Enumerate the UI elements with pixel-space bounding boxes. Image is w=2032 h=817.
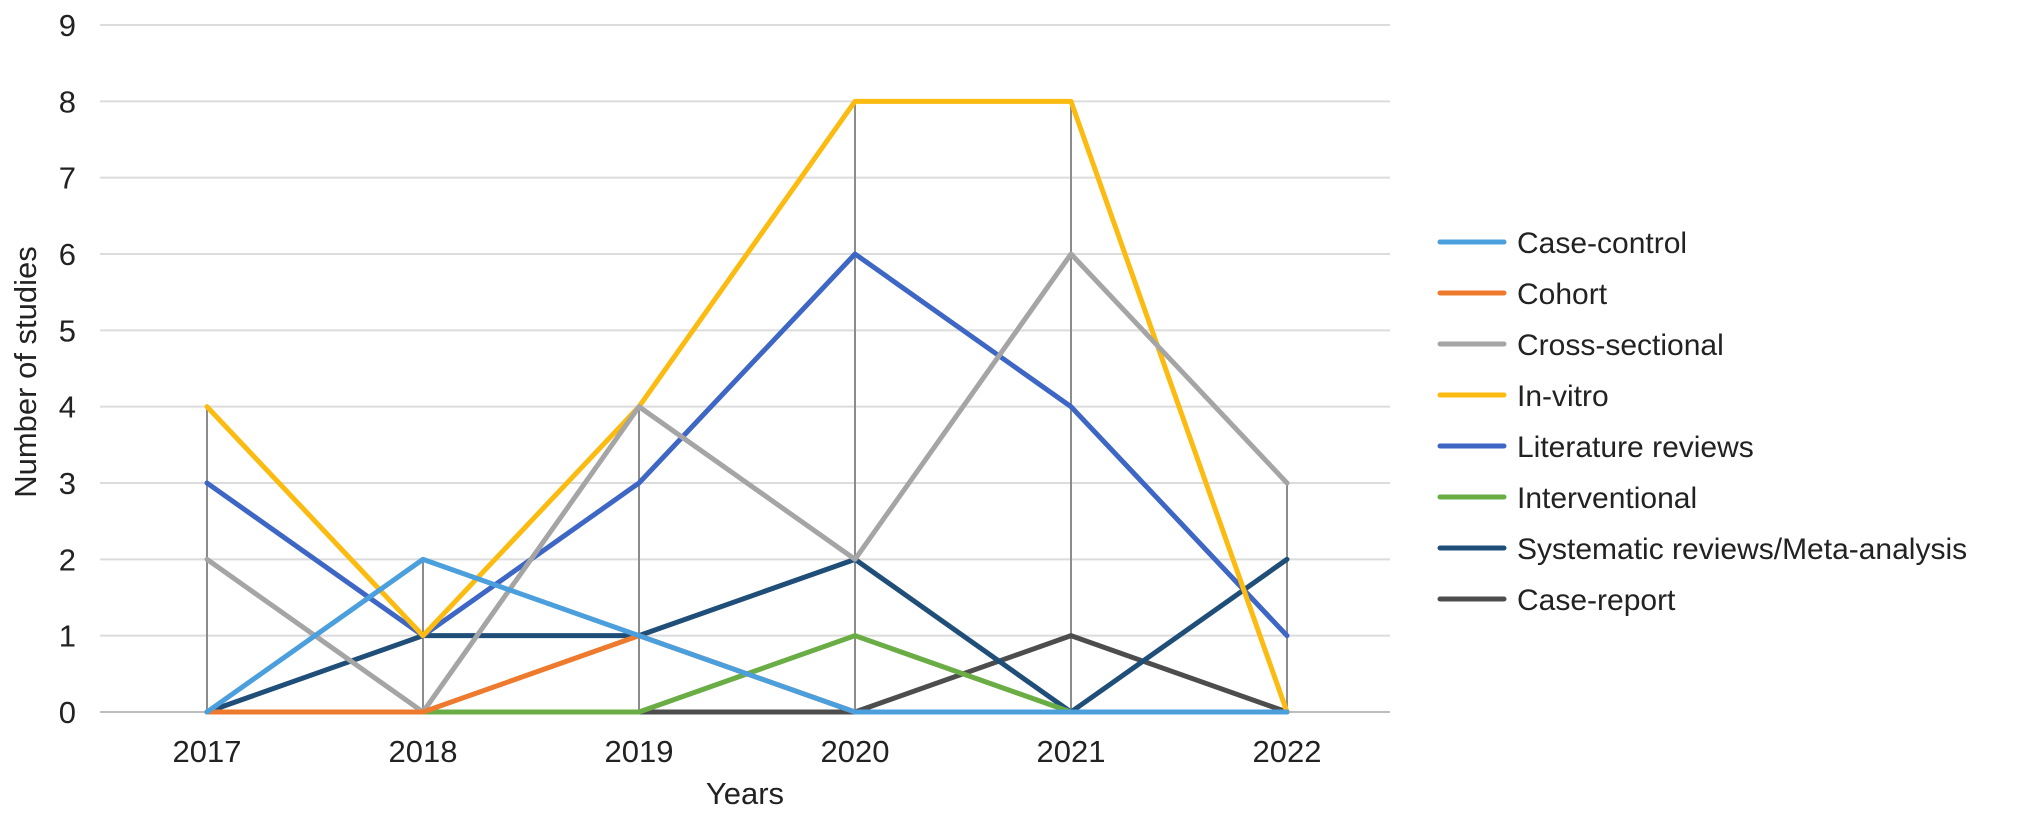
series-line-case-control <box>204 556 1290 715</box>
y-tick-label-6: 6 <box>59 237 76 272</box>
legend-label-systematic-reviews-meta-analysis: Systematic reviews/Meta-analysis <box>1517 533 1967 566</box>
series-line-literature-reviews <box>204 251 1290 639</box>
series-line-in-vitro <box>204 98 1290 715</box>
legend-label-interventional: Interventional <box>1517 482 1697 515</box>
legend-label-in-vitro: In-vitro <box>1517 380 1609 413</box>
legend-label-case-report: Case-report <box>1517 584 1676 617</box>
x-axis-ticks: 2017 2018 2019 2020 2021 2022 <box>173 734 1322 769</box>
series-lines <box>204 98 1290 715</box>
legend-label-cohort: Cohort <box>1517 278 1608 311</box>
x-tick-label-2019: 2019 <box>605 734 674 769</box>
series-line-systematic-reviews-meta-analysis <box>204 556 1290 715</box>
y-tick-label-3: 3 <box>59 466 76 501</box>
series-line-cross-sectional <box>204 251 1290 715</box>
y-axis-label: Number of studies <box>8 246 43 498</box>
y-tick-label-8: 8 <box>59 84 76 119</box>
x-tick-label-2021: 2021 <box>1037 734 1106 769</box>
y-tick-label-0: 0 <box>59 695 76 730</box>
y-tick-label-4: 4 <box>59 390 76 425</box>
y-tick-label-2: 2 <box>59 542 76 577</box>
legend-label-literature-reviews: Literature reviews <box>1517 431 1754 464</box>
y-tick-label-1: 1 <box>59 619 76 654</box>
y-tick-label-7: 7 <box>59 161 76 196</box>
y-axis-ticks: 0 1 2 3 4 5 6 7 8 9 <box>59 8 76 730</box>
y-tick-label-5: 5 <box>59 313 76 348</box>
legend-label-case-control: Case-control <box>1517 227 1687 260</box>
legend-label-cross-sectional: Cross-sectional <box>1517 329 1724 362</box>
legend: Case-control Cohort Cross-sectional In-vitr… <box>1437 227 1967 617</box>
x-tick-label-2020: 2020 <box>821 734 890 769</box>
x-axis-label: Years <box>706 776 784 811</box>
y-tick-label-9: 9 <box>59 8 76 43</box>
x-tick-label-2018: 2018 <box>389 734 458 769</box>
x-tick-label-2022: 2022 <box>1253 734 1322 769</box>
x-tick-label-2017: 2017 <box>173 734 242 769</box>
